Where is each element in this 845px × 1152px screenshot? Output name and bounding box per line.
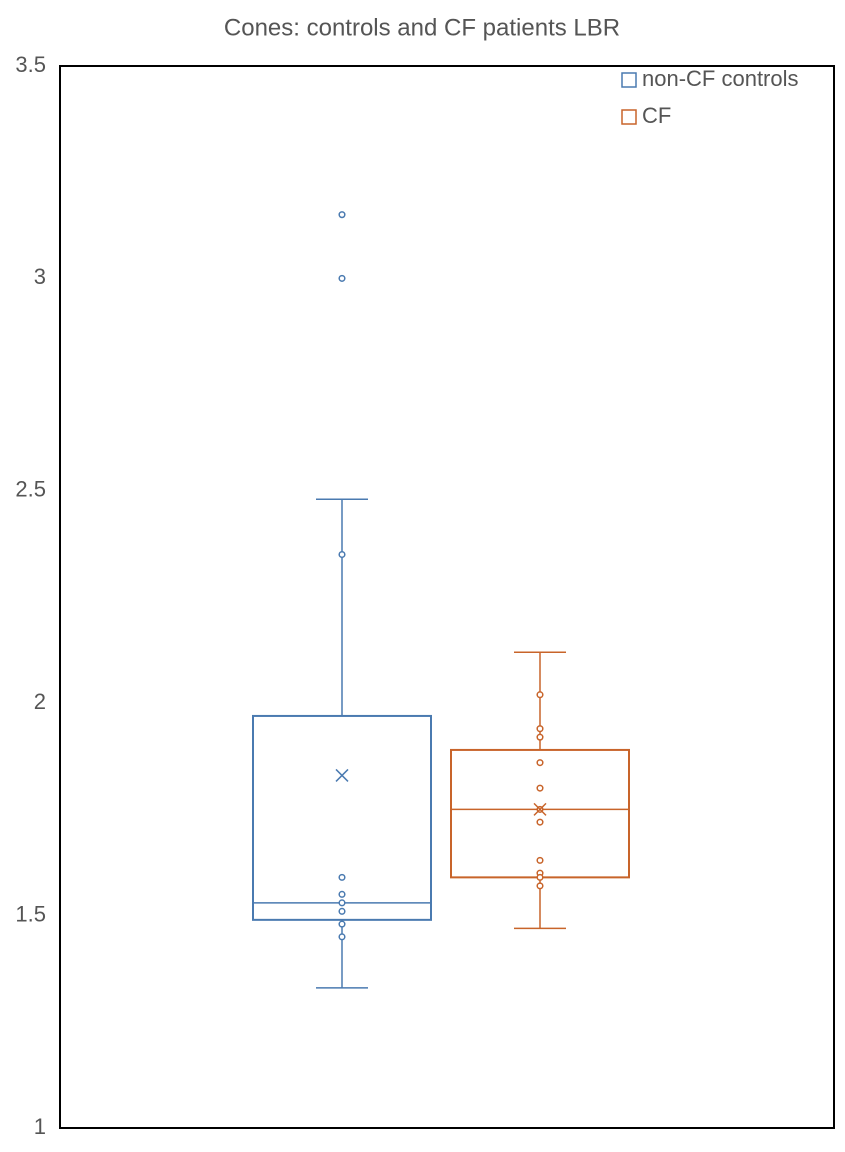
data-point	[536, 691, 544, 699]
data-point	[338, 873, 346, 881]
data-point	[536, 882, 544, 890]
y-tick-label: 2.5	[15, 477, 46, 502]
data-point	[536, 856, 544, 864]
box	[252, 714, 432, 921]
legend-label: non-CF controls	[642, 66, 799, 91]
y-tick-label: 1.5	[15, 901, 46, 926]
mean-marker	[335, 768, 349, 782]
data-point	[338, 933, 346, 941]
mean-marker	[533, 802, 547, 816]
legend-swatch	[621, 109, 637, 125]
data-point	[536, 784, 544, 792]
data-point	[338, 890, 346, 898]
legend-label: CF	[642, 103, 671, 128]
data-point	[536, 733, 544, 741]
data-point	[536, 873, 544, 881]
mean-stroke	[335, 768, 349, 782]
data-point	[338, 899, 346, 907]
mean-stroke	[533, 802, 547, 816]
data-point	[536, 725, 544, 733]
data-point	[536, 818, 544, 826]
data-point	[338, 920, 346, 928]
legend-swatch	[621, 72, 637, 88]
data-point	[338, 211, 346, 219]
data-point	[536, 759, 544, 767]
data-point	[338, 550, 346, 559]
y-tick-label: 2	[34, 689, 46, 714]
y-tick-label: 1	[34, 1114, 46, 1139]
y-tick-label: 3	[34, 264, 46, 289]
plot-frame	[59, 65, 835, 1129]
data-point	[338, 907, 346, 915]
y-tick-label: 3.5	[15, 52, 46, 77]
box	[450, 748, 630, 879]
data-point	[338, 274, 346, 282]
chart-title: Cones: controls and CF patients LBR	[224, 14, 620, 41]
